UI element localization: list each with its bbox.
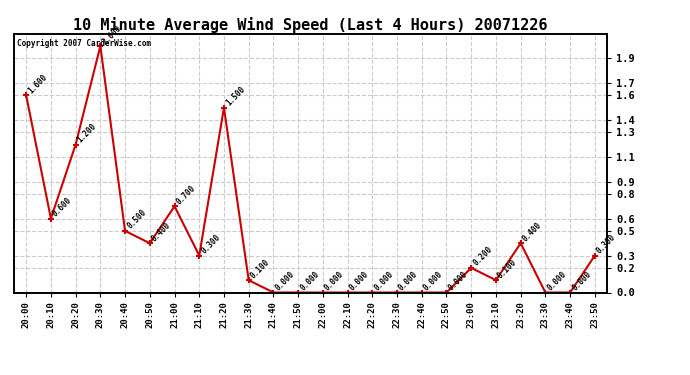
Text: 0.400: 0.400 xyxy=(521,220,544,243)
Text: 0.500: 0.500 xyxy=(125,208,148,231)
Text: 0.000: 0.000 xyxy=(323,270,346,292)
Text: 0.000: 0.000 xyxy=(446,270,469,292)
Text: 0.200: 0.200 xyxy=(471,245,494,268)
Text: 0.100: 0.100 xyxy=(496,258,519,280)
Text: 0.000: 0.000 xyxy=(545,270,568,292)
Text: 1.600: 1.600 xyxy=(26,73,49,95)
Text: 0.000: 0.000 xyxy=(373,270,395,292)
Text: 2.000: 2.000 xyxy=(100,23,123,46)
Text: 0.700: 0.700 xyxy=(175,183,197,206)
Text: 0.400: 0.400 xyxy=(150,220,172,243)
Text: 0.300: 0.300 xyxy=(595,233,618,255)
Text: Copyright 2007 CarderWise.com: Copyright 2007 CarderWise.com xyxy=(17,39,151,48)
Text: 0.000: 0.000 xyxy=(422,270,444,292)
Text: 1.500: 1.500 xyxy=(224,85,247,108)
Text: 0.300: 0.300 xyxy=(199,233,222,255)
Text: 0.600: 0.600 xyxy=(51,196,74,219)
Title: 10 Minute Average Wind Speed (Last 4 Hours) 20071226: 10 Minute Average Wind Speed (Last 4 Hou… xyxy=(73,16,548,33)
Text: 0.000: 0.000 xyxy=(570,270,593,292)
Text: 0.100: 0.100 xyxy=(248,258,271,280)
Text: 0.000: 0.000 xyxy=(298,270,321,292)
Text: 0.000: 0.000 xyxy=(397,270,420,292)
Text: 1.200: 1.200 xyxy=(76,122,99,145)
Text: 0.000: 0.000 xyxy=(348,270,371,292)
Text: 0.000: 0.000 xyxy=(273,270,296,292)
